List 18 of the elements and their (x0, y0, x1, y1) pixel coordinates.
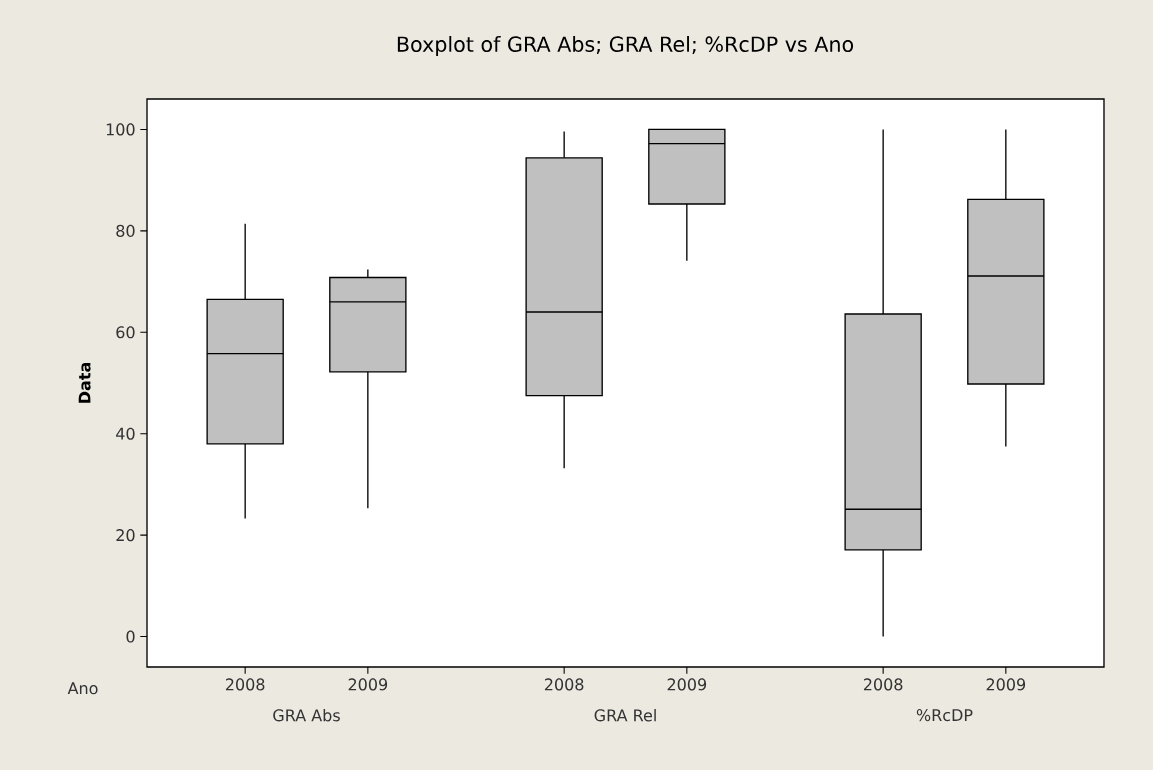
y-tick-label: 40 (116, 427, 135, 440)
x-tick-label: 2008 (544, 678, 584, 691)
text: %RcDP (916, 709, 973, 722)
y-tick-label: 80 (116, 224, 135, 237)
y-tick-label: 0 (126, 630, 135, 643)
y-axis-title: Data (78, 362, 91, 403)
x-tick-label: 2008 (225, 678, 265, 691)
y-tick-label: 100 (106, 123, 135, 136)
chart-title: Boxplot of GRA Abs; GRA Rel; %RcDP vs Ano (397, 35, 854, 56)
y-tick-label: 60 (116, 326, 135, 339)
x-tick-label: 2009 (348, 678, 388, 691)
text: GRA Rel (594, 709, 656, 722)
text: GRA Abs (273, 709, 340, 722)
x-axis-title: Ano (67, 682, 98, 695)
x-tick-label: 2008 (863, 678, 903, 691)
x-tick-label: 2009 (986, 678, 1026, 691)
y-tick-label: 20 (116, 529, 135, 542)
x-tick-label: 2009 (667, 678, 707, 691)
